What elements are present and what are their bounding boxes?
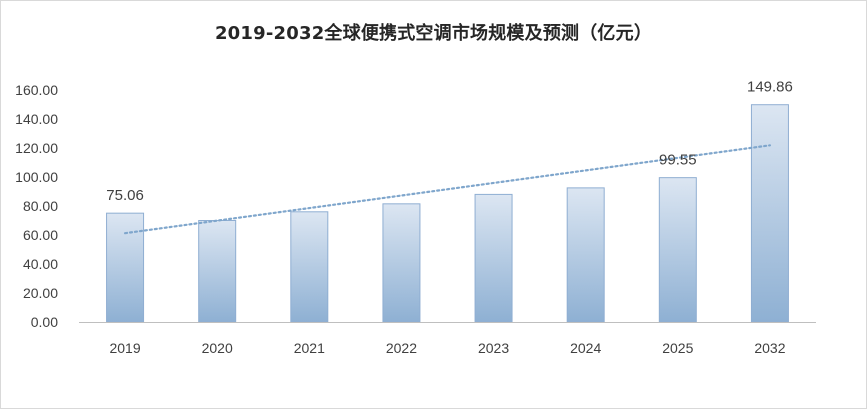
x-tick-label: 2022 xyxy=(386,340,417,356)
bar-2032 xyxy=(750,104,789,323)
bar-series xyxy=(106,104,789,323)
y-tick-label: 40.00 xyxy=(23,256,58,272)
data-label: 75.06 xyxy=(106,187,144,204)
y-tick-label: 160.00 xyxy=(15,82,58,98)
bar-2020 xyxy=(198,220,237,323)
y-tick-label: 140.00 xyxy=(15,111,58,127)
y-axis-ticks: 0.00 20.00 40.00 60.00 80.00 100.00 120.00 140.… xyxy=(15,82,58,330)
bar-2022 xyxy=(382,203,421,323)
x-tick-label: 2023 xyxy=(478,340,509,356)
y-tick-label: 60.00 xyxy=(23,227,58,243)
y-tick-label: 80.00 xyxy=(23,198,58,214)
y-tick-label: 0.00 xyxy=(31,314,58,330)
data-label: 99.55 xyxy=(659,152,697,169)
chart-title: 2019-2032全球便携式空调市场规模及预测（亿元） xyxy=(214,23,653,44)
x-tick-label: 2024 xyxy=(570,340,601,356)
y-tick-label: 20.00 xyxy=(23,285,58,301)
bar-2024 xyxy=(566,187,605,323)
trendline-layer xyxy=(123,144,772,235)
x-tick-label: 2019 xyxy=(109,340,140,356)
bar-2025 xyxy=(658,177,697,323)
y-tick-label: 120.00 xyxy=(15,140,58,156)
bar-2023 xyxy=(474,193,513,323)
x-tick-label: 2032 xyxy=(754,340,785,356)
trendline xyxy=(123,144,772,235)
data-labels: 75.06 99.55 149.86 xyxy=(106,79,793,204)
x-tick-label: 2021 xyxy=(294,340,325,356)
bar-2019 xyxy=(106,212,145,323)
data-label: 149.86 xyxy=(747,79,793,96)
x-tick-label: 2025 xyxy=(662,340,693,356)
x-axis-ticks: 2019 2020 2021 2022 2023 2024 2025 2032 xyxy=(109,340,785,356)
x-tick-label: 2020 xyxy=(202,340,233,356)
bar-2021 xyxy=(290,211,329,323)
y-tick-label: 100.00 xyxy=(15,169,58,185)
